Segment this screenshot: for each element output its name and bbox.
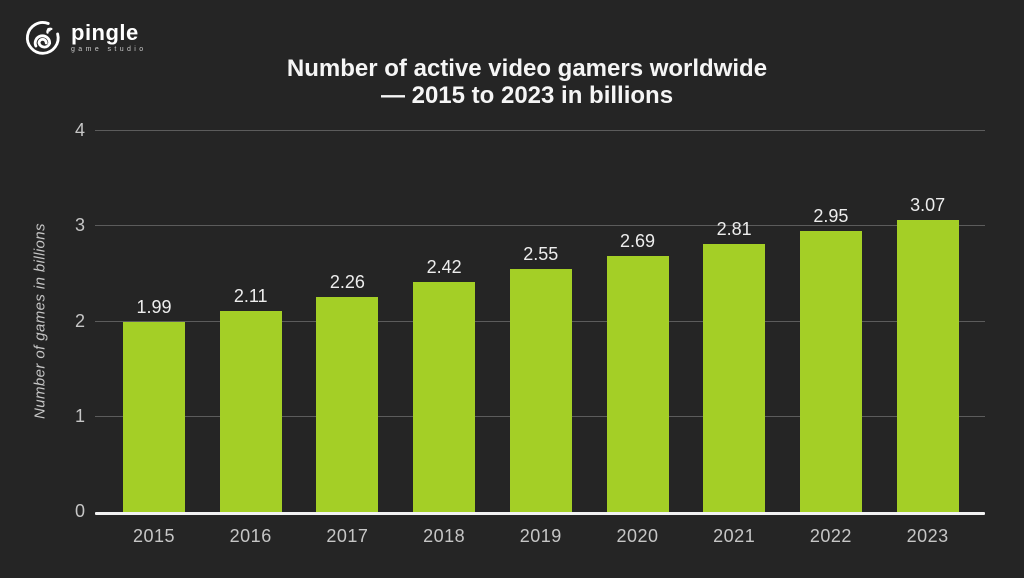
x-tick-label-2018: 2018: [423, 526, 466, 546]
x-tick-label-2017: 2017: [326, 526, 369, 546]
chart-title-line1: Number of active video gamers worldwide: [286, 55, 768, 82]
x-tick-label-2021: 2021: [713, 526, 756, 546]
y-tick-label-3: 3: [74, 215, 85, 236]
bar-value-2015: 1.99: [136, 297, 172, 318]
brand-logo: pingle game studio: [24, 18, 147, 56]
chart-title-line2: — 2015 to 2023 in billions: [380, 82, 674, 109]
y-tick-label-2: 2: [74, 310, 85, 331]
bar-2020: [606, 255, 669, 512]
x-tick-label-2016: 2016: [229, 526, 272, 546]
brand-tagline: game studio: [71, 45, 147, 53]
bar-2016: [219, 311, 282, 512]
y-tick-label-0: 0: [74, 501, 85, 521]
bar-2021: [703, 244, 766, 512]
bar-2023: [896, 219, 959, 512]
bar-value-2021: 2.81: [716, 219, 752, 240]
plot-area: 1.99 2.11 2.26 2.42 2.55 2.69 2.81 2.95 3.07: [95, 130, 985, 515]
gridline-3: [95, 225, 985, 227]
chart-title: Number of active video gamers worldwide …: [30, 55, 1024, 109]
bar-2017: [316, 296, 379, 512]
brand-name: pingle: [71, 19, 139, 45]
bar-value-2019: 2.55: [523, 244, 559, 265]
bar-value-2023: 3.07: [910, 194, 946, 215]
x-tick-label-2019: 2019: [519, 526, 562, 546]
chameleon-logo-icon: [25, 21, 60, 55]
bar-2019: [509, 269, 572, 512]
bar-value-2018: 2.42: [426, 256, 462, 277]
bar-2015: [123, 322, 185, 512]
bar-2018: [413, 281, 476, 512]
bar-value-2022: 2.95: [813, 206, 849, 227]
gridline-4: [95, 130, 985, 131]
bar-2022: [799, 231, 862, 512]
x-axis-line: [95, 512, 985, 515]
x-tick-label-2023: 2023: [906, 526, 949, 546]
bar-value-2017: 2.26: [329, 271, 365, 292]
bar-value-2016: 2.11: [233, 286, 268, 307]
brand-text: pingle game studio: [71, 19, 147, 53]
y-tick-label-4: 4: [74, 120, 85, 140]
bar-value-2020: 2.69: [619, 230, 656, 251]
x-tick-label-2022: 2022: [809, 526, 852, 546]
x-tick-label-2015: 2015: [132, 526, 176, 546]
y-tick-label-1: 1: [74, 405, 85, 426]
x-tick-label-2020: 2020: [616, 526, 659, 546]
